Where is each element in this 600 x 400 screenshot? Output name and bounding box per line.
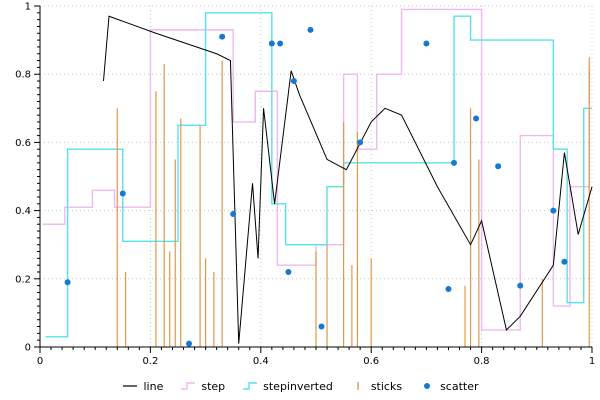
legend-sample-stepinverted-icon: [243, 382, 258, 390]
legend-item-line: line: [121, 380, 163, 392]
y-tick-label: 0.4: [15, 206, 31, 217]
scatter-point: [64, 279, 71, 286]
scatter-point: [285, 268, 292, 275]
legend-sample-line-icon: [123, 385, 138, 387]
x-tick-label: 0: [37, 356, 43, 367]
y-tick-label: 0.8: [15, 70, 31, 81]
x-tick-label: 0.8: [474, 356, 490, 367]
scatter-point: [277, 40, 284, 47]
legend-item-scatter: scatter: [418, 379, 479, 393]
scatter-point: [230, 211, 237, 218]
y-tick-label: 0.6: [15, 138, 31, 149]
legend-label-sticks: sticks: [370, 379, 403, 393]
legend-step-icon: [243, 382, 258, 390]
scatter-point: [473, 115, 480, 122]
scatter-point: [357, 139, 364, 146]
scatter-point: [517, 282, 524, 289]
scatter-point: [219, 33, 226, 40]
scatter-point: [550, 207, 557, 214]
y-tick-label: 0: [25, 343, 31, 354]
scatter-point: [318, 323, 325, 330]
y-tick-label: 0.2: [15, 274, 31, 285]
legend-dot-icon: [424, 383, 431, 389]
scatter-point: [495, 163, 502, 170]
legend-label-step: step: [201, 379, 226, 393]
scatter-point: [307, 26, 314, 33]
legend: line step stepinverted sticks scatter: [0, 372, 600, 400]
stepinverted-series-path: [45, 12, 592, 338]
legend-item-stepinverted: stepinverted: [241, 380, 333, 392]
axes: [34, 5, 593, 353]
x-tick-label: 0.4: [253, 356, 269, 367]
line-series-path: [102, 15, 593, 344]
legend-sample-scatter-icon: [424, 383, 431, 389]
series-group: [42, 8, 593, 347]
scatter-point: [451, 159, 457, 166]
y-tick-label: 1: [25, 2, 31, 13]
legend-label-line: line: [143, 379, 164, 393]
legend-item-sticks: sticks: [349, 380, 402, 392]
legend-item-step: step: [179, 380, 225, 392]
scatter-point: [561, 258, 568, 265]
scatter-point: [186, 340, 193, 347]
scatter-point: [445, 286, 452, 293]
scatter-point: [423, 40, 430, 47]
scatter-point: [119, 190, 126, 197]
scatter-point: [268, 40, 275, 47]
x-tick-label: 0.2: [142, 356, 158, 367]
chart-plot-area: 0 0.2 0.4 0.6 0.8 1 0 0.2 0.4 0.6 0.8 1: [15, 2, 595, 368]
legend-label-scatter: scatter: [440, 379, 479, 393]
x-tick-label: 0.6: [363, 356, 379, 367]
scatter-point: [290, 78, 297, 85]
legend-step-icon: [181, 382, 196, 390]
legend-label-stepinverted: stepinverted: [263, 379, 333, 393]
legend-sample-step-icon: [181, 382, 196, 390]
legend-sample-sticks-icon: [357, 382, 359, 390]
x-tick-label: 1: [589, 356, 595, 367]
tick-labels: 0 0.2 0.4 0.6 0.8 1 0 0.2 0.4 0.6 0.8 1: [15, 2, 595, 368]
